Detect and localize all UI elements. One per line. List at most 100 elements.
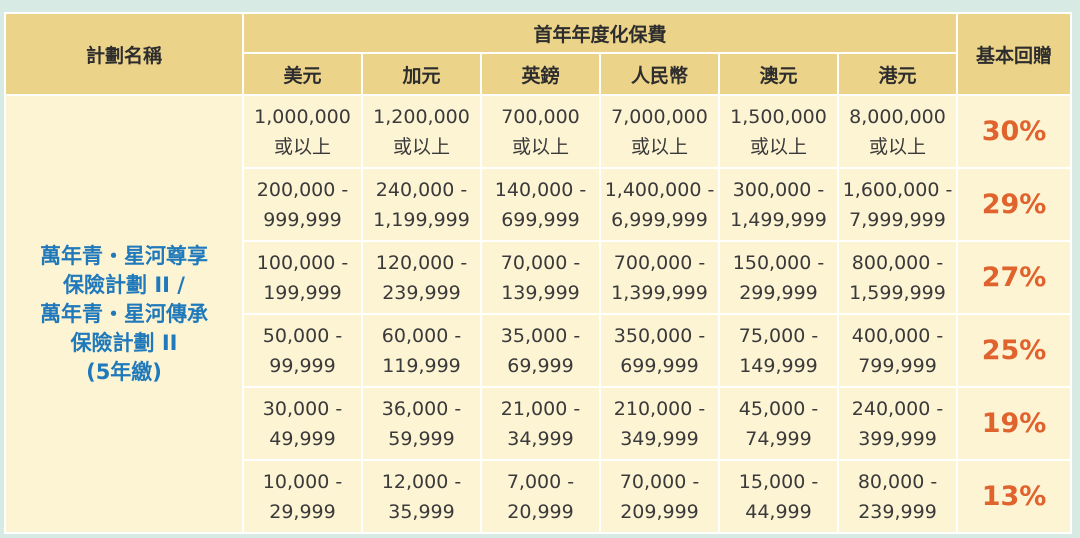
premium-min: 7,000 - — [506, 470, 575, 493]
plan-name-line: 萬年青・星河傳承 — [40, 301, 208, 326]
premium-cell: 10,000 - 29,999 — [242, 459, 363, 534]
premium-max: 239,999 — [382, 281, 461, 304]
premium-max: 7,999,999 — [849, 208, 946, 231]
premium-cell: 1,400,000 - 6,999,999 — [599, 167, 720, 242]
table-row: 200,000 - 999,999 240,000 - 1,199,999 140,… — [5, 167, 1073, 242]
premium-min: 80,000 - — [857, 470, 938, 493]
premium-min: 45,000 - — [738, 397, 819, 420]
currency-header-cad: 加元 — [361, 52, 482, 96]
premium-max: 或以上 — [273, 135, 331, 158]
premium-max: 44,999 — [745, 500, 812, 523]
premium-cell: 15,000 - 44,999 — [718, 459, 839, 534]
bonus-rate-cell: 29% — [956, 167, 1073, 242]
plan-name-line: 保險計劃 II / — [63, 272, 185, 297]
premium-bonus-table: 計劃名稱 首年年度化保費 基本回贈 美元 加元 英鎊 人民幣 澳元 港元 萬年青… — [4, 12, 1073, 534]
premium-cell: 70,000 - 139,999 — [480, 240, 601, 315]
premium-max: 6,999,999 — [611, 208, 708, 231]
table-row: 100,000 - 199,999 120,000 - 239,999 70,000… — [5, 240, 1073, 315]
premium-min: 1,000,000 — [254, 105, 351, 128]
plan-name-line: 保險計劃 II — [70, 330, 178, 355]
premium-max: 29,999 — [269, 500, 336, 523]
premium-cell: 350,000 - 699,999 — [599, 313, 720, 388]
premium-min: 1,400,000 - — [604, 178, 715, 201]
premium-cell: 12,000 - 35,999 — [361, 459, 482, 534]
premium-min: 100,000 - — [256, 251, 349, 274]
premium-cell: 800,000 - 1,599,999 — [836, 240, 959, 315]
premium-min: 240,000 - — [375, 178, 468, 201]
premium-min: 200,000 - — [256, 178, 349, 201]
premium-cell: 1,000,000 或以上 — [242, 94, 363, 169]
premium-min: 70,000 - — [619, 470, 700, 493]
premium-max: 299,999 — [739, 281, 818, 304]
premium-min: 240,000 - — [851, 397, 944, 420]
premium-min: 60,000 - — [381, 324, 462, 347]
premium-min: 1,600,000 - — [842, 178, 953, 201]
premium-min: 35,000 - — [500, 324, 581, 347]
premium-min: 30,000 - — [262, 397, 343, 420]
premium-min: 1,500,000 — [730, 105, 827, 128]
currency-header-rmb: 人民幣 — [599, 52, 720, 96]
premium-cell: 60,000 - 119,999 — [361, 313, 482, 388]
bonus-rate-cell: 27% — [956, 240, 1073, 315]
header-row-currency: 美元 加元 英鎊 人民幣 澳元 港元 — [5, 52, 1071, 96]
premium-max: 或以上 — [749, 135, 807, 158]
premium-cell: 36,000 - 59,999 — [361, 386, 482, 461]
premium-max: 或以上 — [630, 135, 688, 158]
premium-min: 12,000 - — [381, 470, 462, 493]
premium-cell: 300,000 - 1,499,999 — [718, 167, 839, 242]
premium-max: 699,999 — [620, 354, 699, 377]
premium-cell: 21,000 - 34,999 — [480, 386, 601, 461]
premium-cell: 1,200,000 或以上 — [361, 94, 482, 169]
premium-max: 74,999 — [745, 427, 812, 450]
header-row-top: 計劃名稱 首年年度化保費 基本回贈 — [4, 12, 1073, 96]
premium-max: 199,999 — [263, 281, 342, 304]
premium-min: 21,000 - — [500, 397, 581, 420]
premium-min: 700,000 — [501, 105, 580, 128]
table-row: 30,000 - 49,999 36,000 - 59,999 21,000 - 34… — [5, 386, 1073, 461]
premium-cell: 45,000 - 74,999 — [718, 386, 839, 461]
premium-max: 1,199,999 — [373, 208, 470, 231]
bonus-rate-cell: 19% — [956, 386, 1073, 461]
bonus-rate-cell: 25% — [956, 313, 1073, 388]
premium-min: 400,000 - — [851, 324, 944, 347]
premium-cell: 35,000 - 69,999 — [480, 313, 601, 388]
premium-cell: 240,000 - 399,999 — [836, 386, 959, 461]
premium-cell: 1,600,000 - 7,999,999 — [836, 167, 959, 242]
premium-cell: 1,500,000 或以上 — [718, 94, 839, 169]
premium-max: 59,999 — [388, 427, 455, 450]
premium-cell: 210,000 - 349,999 — [599, 386, 720, 461]
bonus-rate-cell: 13% — [956, 459, 1073, 534]
premium-max: 399,999 — [858, 427, 937, 450]
currency-header-aud: 澳元 — [718, 52, 839, 96]
premium-min: 15,000 - — [738, 470, 819, 493]
premium-max: 209,999 — [620, 500, 699, 523]
bonus-rate-cell: 30% — [956, 94, 1073, 169]
premium-min: 50,000 - — [262, 324, 343, 347]
premium-max: 139,999 — [501, 281, 580, 304]
premium-bonus-table-container: 計劃名稱 首年年度化保費 基本回贈 美元 加元 英鎊 人民幣 澳元 港元 萬年青… — [4, 12, 1073, 534]
premium-max: 1,599,999 — [849, 281, 946, 304]
table-body: 萬年青・星河尊享 保險計劃 II / 萬年青・星河傳承 保險計劃 II (5年繳… — [4, 94, 1073, 534]
premium-cell: 120,000 - 239,999 — [361, 240, 482, 315]
premium-max: 1,399,999 — [611, 281, 708, 304]
premium-min: 10,000 - — [262, 470, 343, 493]
premium-max: 49,999 — [269, 427, 336, 450]
currency-header-usd: 美元 — [242, 52, 363, 96]
premium-group-header: 首年年度化保費 — [241, 12, 959, 54]
premium-min: 8,000,000 — [849, 105, 946, 128]
premium-max: 1,499,999 — [730, 208, 827, 231]
table-row: 50,000 - 99,999 60,000 - 119,999 35,000 - 6… — [5, 313, 1073, 388]
premium-min: 210,000 - — [613, 397, 706, 420]
table-row: 10,000 - 29,999 12,000 - 35,999 7,000 - 20,… — [5, 459, 1073, 534]
premium-cell: 7,000,000 或以上 — [599, 94, 720, 169]
currency-header-gbp: 英鎊 — [480, 52, 601, 96]
premium-max: 或以上 — [869, 135, 927, 158]
table-row: 萬年青・星河尊享 保險計劃 II / 萬年青・星河傳承 保險計劃 II (5年繳… — [4, 94, 1073, 534]
premium-cell: 140,000 - 699,999 — [480, 167, 601, 242]
plan-name-cell: 萬年青・星河尊享 保險計劃 II / 萬年青・星河傳承 保險計劃 II (5年繳… — [4, 94, 244, 534]
premium-cell: 240,000 - 1,199,999 — [361, 167, 482, 242]
premium-min: 70,000 - — [500, 251, 581, 274]
premium-min: 75,000 - — [738, 324, 819, 347]
premium-min: 300,000 - — [732, 178, 825, 201]
premium-max: 35,999 — [388, 500, 455, 523]
